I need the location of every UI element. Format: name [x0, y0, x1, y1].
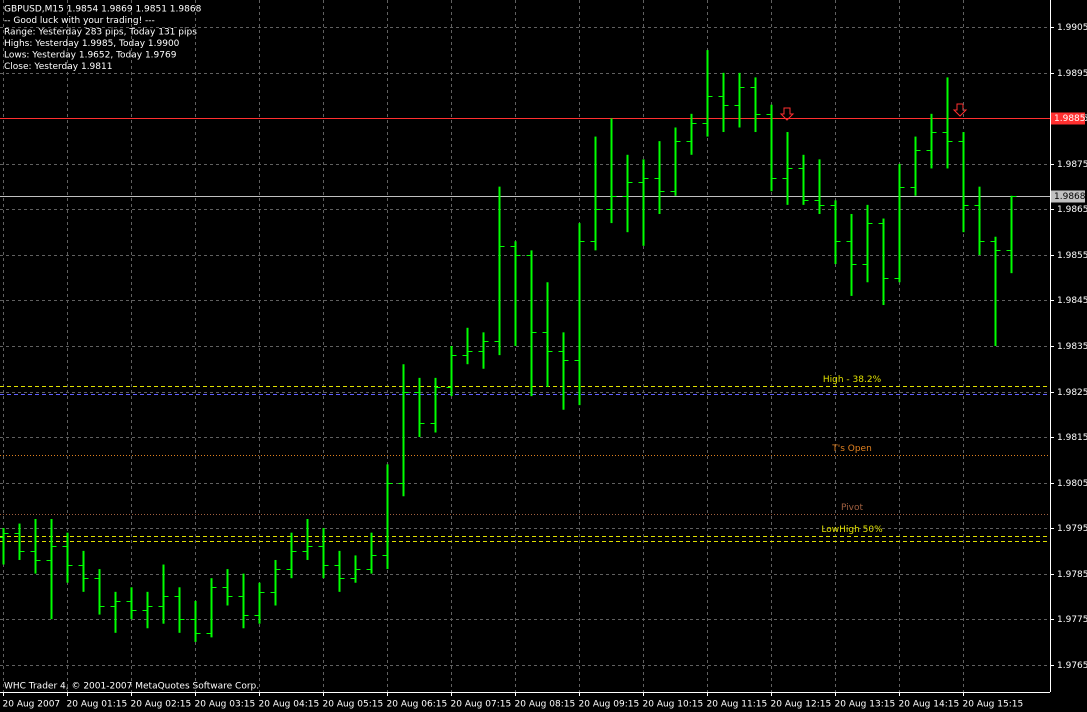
y-tick-label: 1.9815: [1057, 433, 1087, 443]
y-tick-label: 1.9875: [1057, 160, 1087, 170]
y-tick-label: 1.9835: [1057, 342, 1087, 352]
x-tick-label: 20 Aug 2007: [3, 700, 61, 710]
level-label: T's Open: [831, 444, 872, 454]
info-line: -- Good luck with your trading! ---: [4, 16, 155, 26]
level-label: LowHigh 50%: [821, 525, 883, 535]
x-tick-label: 20 Aug 15:15: [963, 700, 1024, 710]
x-tick-label: 20 Aug 04:15: [259, 700, 320, 710]
x-tick-label: 20 Aug 10:15: [643, 700, 704, 710]
x-tick-label: 20 Aug 09:15: [579, 700, 640, 710]
x-tick-label: 20 Aug 05:15: [323, 700, 384, 710]
info-line: Close: Yesterday 1.9811: [4, 62, 112, 72]
y-tick-label: 1.9825: [1057, 388, 1087, 398]
sell-arrow: [779, 107, 795, 121]
x-tick-label: 20 Aug 11:15: [707, 700, 768, 710]
price-tag-label: 1.9868: [1054, 192, 1086, 202]
info-line: GBPUSD,M15 1.9854 1.9869 1.9851 1.9868: [4, 5, 202, 15]
price-tag: [1051, 190, 1085, 203]
y-tick-label: 1.9895: [1057, 69, 1087, 79]
x-tick-label: 20 Aug 08:15: [515, 700, 576, 710]
x-tick-label: 20 Aug 02:15: [131, 700, 192, 710]
x-tick-label: 20 Aug 01:15: [67, 700, 128, 710]
info-line: Range: Yesterday 283 pips, Today 131 pip…: [4, 28, 197, 38]
y-tick-label: 1.9785: [1057, 570, 1087, 580]
x-tick-label: 20 Aug 14:15: [899, 700, 960, 710]
x-tick-label: 20 Aug 13:15: [835, 700, 896, 710]
y-tick-label: 1.9865: [1057, 205, 1087, 215]
y-tick-label: 1.9805: [1057, 479, 1087, 489]
price-tag: [1051, 112, 1085, 125]
y-tick-label: 1.9765: [1057, 661, 1087, 671]
level-label: Pivot: [841, 503, 864, 513]
y-tick-label: 1.9905: [1057, 23, 1087, 33]
y-tick-label: 1.9795: [1057, 524, 1087, 534]
level-label: High - 38.2%: [823, 375, 882, 385]
info-line: Highs: Yesterday 1.9985, Today 1.9900: [4, 39, 180, 49]
info-line: Lows: Yesterday 1.9652, Today 1.9769: [4, 51, 177, 61]
y-tick-label: 1.9775: [1057, 615, 1087, 625]
x-tick-label: 20 Aug 12:15: [771, 700, 832, 710]
x-tick-label: 20 Aug 03:15: [195, 700, 256, 710]
y-tick-label: 1.9845: [1057, 296, 1087, 306]
x-tick-label: 20 Aug 07:15: [451, 700, 512, 710]
y-tick-label: 1.9855: [1057, 251, 1087, 261]
x-tick-label: 20 Aug 06:15: [387, 700, 448, 710]
price-tag-label: 1.9885: [1054, 114, 1086, 124]
